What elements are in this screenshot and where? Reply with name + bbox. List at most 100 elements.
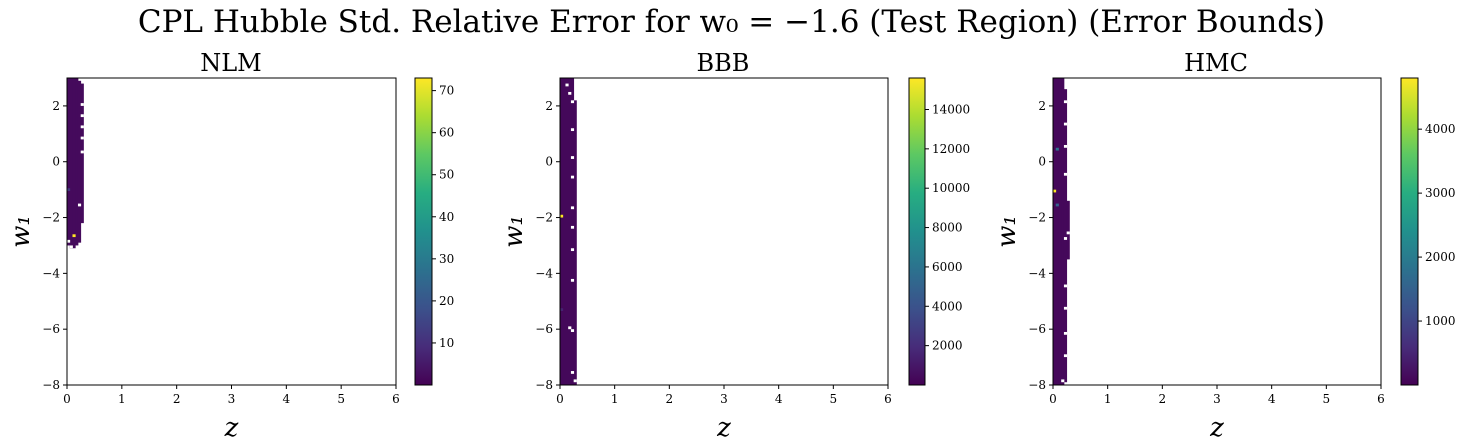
heatmap-gap bbox=[1063, 100, 1068, 104]
heatmap-gap bbox=[1063, 284, 1068, 288]
heatmap-gap bbox=[570, 225, 575, 229]
heatmap-column bbox=[560, 78, 564, 385]
y-tick-label: 0 bbox=[545, 155, 553, 169]
y-tick-label: 2 bbox=[545, 99, 553, 113]
colorbar-tick-label: 50 bbox=[439, 168, 454, 182]
heatmap-column bbox=[573, 100, 577, 385]
plot-frame bbox=[1052, 77, 1382, 386]
x-axis-label: z bbox=[716, 413, 731, 443]
colorbar-tick-label: 2000 bbox=[1425, 250, 1456, 264]
panel-title: BBB bbox=[697, 49, 750, 77]
heatmap-column bbox=[80, 83, 84, 224]
panel-title: NLM bbox=[200, 49, 262, 77]
x-tick-label: 5 bbox=[1323, 392, 1331, 406]
heatmap-gap bbox=[570, 206, 575, 210]
heatmap-column bbox=[69, 78, 73, 249]
heatmap-gap bbox=[570, 175, 575, 179]
heatmap-cell bbox=[1055, 147, 1059, 151]
plot-frame bbox=[559, 77, 889, 386]
y-tick-label: −8 bbox=[1028, 378, 1046, 392]
y-tick-label: −4 bbox=[1028, 266, 1046, 280]
x-tick-label: 6 bbox=[392, 392, 400, 406]
colorbar-tick-label: 10 bbox=[439, 336, 454, 350]
heatmap-gap bbox=[570, 329, 575, 332]
heatmap-column bbox=[1063, 89, 1068, 383]
heatmap-column bbox=[1066, 200, 1070, 260]
colorbar-tick-label: 4000 bbox=[932, 299, 963, 313]
heatmap-gap bbox=[1061, 379, 1065, 383]
heatmap-column bbox=[1055, 78, 1059, 385]
heatmap-gap bbox=[1063, 354, 1068, 358]
heatmap-gap bbox=[80, 150, 84, 154]
colorbar bbox=[908, 77, 926, 386]
x-axis-label: z bbox=[224, 413, 239, 443]
heatmap-gap bbox=[80, 136, 84, 140]
heatmap-column bbox=[1053, 78, 1057, 385]
heatmap-cell bbox=[67, 188, 71, 192]
y-tick-label: −4 bbox=[535, 266, 553, 280]
colorbar-tick-label: 3000 bbox=[1425, 186, 1456, 200]
heatmap-gap bbox=[565, 83, 569, 87]
colorbar-tick-label: 70 bbox=[439, 84, 454, 98]
x-tick-label: 1 bbox=[611, 392, 619, 406]
x-tick-label: 6 bbox=[884, 392, 892, 406]
x-tick-label: 5 bbox=[830, 392, 838, 406]
heatmap-cell bbox=[1053, 189, 1057, 193]
heatmap-cell bbox=[72, 234, 76, 238]
colorbar bbox=[414, 77, 433, 386]
x-tick-label: 4 bbox=[283, 392, 291, 406]
heatmap-gap bbox=[1063, 331, 1068, 335]
x-tick-label: 6 bbox=[1377, 392, 1385, 406]
heatmap-gap bbox=[568, 326, 572, 330]
heatmap-column bbox=[1058, 78, 1062, 385]
heatmap-column bbox=[568, 78, 572, 385]
heatmap-gap bbox=[573, 379, 577, 383]
y-tick-label: −2 bbox=[535, 211, 553, 225]
x-tick-label: 0 bbox=[63, 392, 71, 406]
heatmap-column bbox=[1061, 78, 1065, 385]
x-tick-label: 2 bbox=[1159, 392, 1167, 406]
y-tick-label: −6 bbox=[1028, 322, 1046, 336]
heatmap-gap bbox=[568, 91, 572, 95]
y-tick-label: −8 bbox=[42, 378, 60, 392]
heatmap-gap bbox=[1063, 172, 1068, 176]
heatmap-gap bbox=[1063, 144, 1068, 148]
colorbar-tick-label: 40 bbox=[439, 210, 454, 224]
colorbar-tick-label: 14000 bbox=[932, 102, 970, 116]
x-tick-label: 1 bbox=[118, 392, 126, 406]
heatmap-gap bbox=[80, 125, 84, 129]
colorbar-tick-label: 1000 bbox=[1425, 314, 1456, 328]
heatmap-gap bbox=[1063, 122, 1068, 126]
y-tick-label: 2 bbox=[1038, 99, 1046, 113]
y-tick-label: −2 bbox=[1028, 211, 1046, 225]
y-tick-label: −6 bbox=[535, 322, 553, 336]
heatmap-gap bbox=[67, 239, 71, 243]
heatmap-gap bbox=[570, 248, 575, 252]
y-tick-label: 2 bbox=[52, 99, 60, 113]
x-axis-label: z bbox=[1209, 413, 1224, 443]
colorbar-tick-label: 6000 bbox=[932, 260, 963, 274]
heatmap-gap bbox=[1066, 231, 1070, 235]
x-tick-label: 4 bbox=[775, 392, 783, 406]
y-axis-label: w₁ bbox=[499, 215, 529, 248]
heatmap-gap bbox=[80, 103, 84, 106]
y-tick-label: 0 bbox=[1038, 155, 1046, 169]
colorbar-tick-label: 12000 bbox=[932, 142, 970, 156]
y-tick-label: −8 bbox=[535, 378, 553, 392]
plot-frame bbox=[66, 77, 397, 386]
heatmap-gap bbox=[570, 100, 575, 104]
x-tick-label: 2 bbox=[173, 392, 181, 406]
colorbar-tick-label: 60 bbox=[439, 126, 454, 140]
x-tick-label: 3 bbox=[1213, 392, 1221, 406]
colorbar-tick-label: 4000 bbox=[1425, 122, 1456, 136]
x-tick-label: 5 bbox=[337, 392, 345, 406]
heatmap-gap bbox=[570, 278, 575, 282]
heatmap-cell bbox=[560, 214, 564, 218]
colorbar-tick-label: 2000 bbox=[932, 339, 963, 353]
y-tick-label: −4 bbox=[42, 266, 60, 280]
heatmap-cell bbox=[1055, 203, 1059, 207]
colorbar bbox=[1400, 77, 1419, 386]
x-tick-label: 0 bbox=[1049, 392, 1057, 406]
heatmap-column bbox=[562, 78, 566, 385]
